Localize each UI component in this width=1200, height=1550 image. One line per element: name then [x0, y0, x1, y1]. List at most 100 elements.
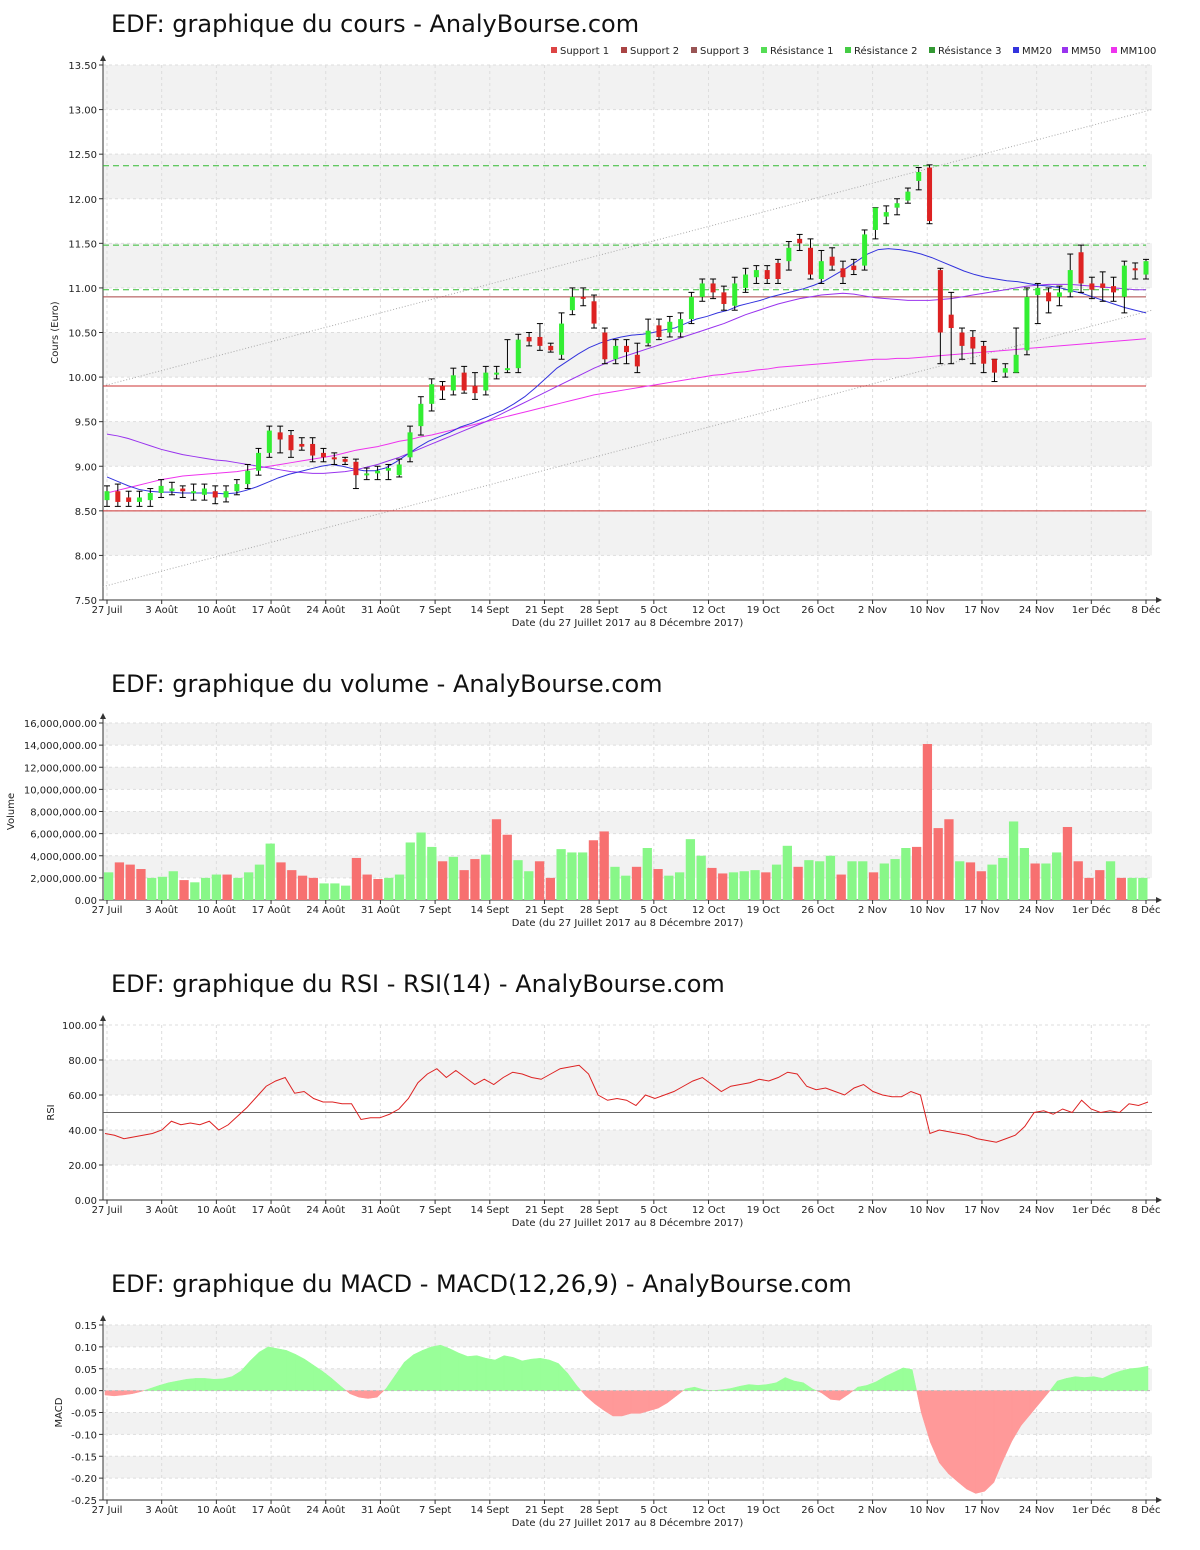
rsi-chart-title: EDF: graphique du RSI - RSI(14) - AnalyB…	[111, 970, 725, 998]
candle-body	[191, 491, 197, 494]
volume-bar	[297, 875, 308, 900]
candle-body	[1067, 270, 1073, 293]
candle-body	[872, 207, 878, 230]
y-tick-label: 14,000,000.00	[24, 741, 97, 752]
x-tick-label: 24 Août	[306, 904, 345, 916]
volume-bar	[308, 877, 318, 900]
volume-bar	[739, 871, 749, 900]
y-axis-label: Cours (Euro)	[50, 301, 61, 364]
volume-bar	[933, 828, 943, 900]
volume-bar	[319, 883, 329, 900]
volume-bar	[470, 859, 480, 900]
x-tick-label: 3 Août	[145, 904, 178, 916]
candle-body	[786, 247, 792, 262]
volume-bar	[1095, 870, 1105, 900]
x-axis-label: Date (du 27 Juillet 2017 au 8 Décembre 2…	[512, 617, 744, 629]
candle-body	[407, 432, 413, 458]
x-tick-label: 2 Nov	[858, 605, 887, 616]
x-tick-label: 2 Nov	[858, 1505, 887, 1516]
volume-bar	[588, 840, 599, 900]
x-tick-label: 10 Août	[197, 1504, 236, 1516]
volume-bar	[481, 854, 491, 900]
candle-body	[959, 332, 965, 346]
candle-body	[104, 491, 110, 501]
legend-swatch	[845, 47, 851, 53]
candle-body	[158, 485, 164, 493]
candle-body	[180, 488, 186, 492]
candle-body	[353, 461, 359, 476]
legend-label: MM50	[1071, 46, 1101, 57]
volume-bar	[125, 864, 135, 900]
grid-band	[103, 723, 1152, 746]
x-tick-label: 28 Sept	[580, 1205, 619, 1216]
y-tick-label: 10.00	[68, 373, 97, 384]
x-tick-label: 24 Août	[306, 604, 345, 616]
volume-bar	[502, 834, 512, 900]
candle-body	[970, 336, 976, 349]
y-tick-label: 0.15	[75, 1321, 97, 1332]
legend-label: MM20	[1022, 46, 1052, 57]
candle-body	[905, 191, 911, 201]
volume-bar	[427, 846, 437, 900]
x-tick-label: 27 Juil	[92, 905, 123, 916]
x-tick-label: 8 Déc	[1132, 604, 1161, 616]
volume-bar	[545, 877, 555, 900]
candle-body	[256, 452, 262, 471]
legend-swatch	[929, 47, 935, 53]
volume-bar	[771, 864, 782, 900]
legend-label: Support 2	[630, 46, 679, 57]
macd-chart-panel: EDF: graphique du MACD - MACD(12,26,9) -…	[0, 1260, 1200, 1550]
legend-swatch	[1111, 47, 1117, 53]
volume-bar	[341, 885, 351, 900]
x-tick-label: 17 Nov	[964, 1505, 1000, 1516]
x-tick-label: 1er Déc	[1072, 904, 1111, 916]
y-tick-label: 13.00	[68, 106, 97, 117]
y-tick-label: 80.00	[68, 1056, 97, 1067]
y-tick-label: -0.15	[71, 1452, 97, 1463]
candle-body	[569, 296, 575, 311]
volume-bar	[825, 855, 836, 900]
volume-bar	[642, 848, 652, 900]
rsi-chart-panel: EDF: graphique du RSI - RSI(14) - AnalyB…	[0, 960, 1200, 1250]
volume-bar	[1041, 863, 1051, 900]
x-tick-label: 12 Oct	[692, 605, 725, 616]
volume-bar	[793, 866, 803, 900]
grid-band	[103, 1456, 1152, 1479]
legend-swatch	[621, 47, 627, 53]
x-tick-label: 27 Juil	[92, 1505, 123, 1516]
volume-bar	[1084, 877, 1094, 900]
volume-bar	[190, 882, 200, 900]
y-tick-label: 0.00	[75, 1387, 97, 1398]
volume-bar	[890, 859, 900, 900]
y-tick-label: 16,000,000.00	[24, 719, 97, 730]
x-tick-label: 27 Juil	[92, 1205, 123, 1216]
x-tick-label: 19 Oct	[747, 1505, 780, 1516]
x-tick-label: 1er Déc	[1072, 1504, 1111, 1516]
candle-body	[613, 345, 619, 360]
x-tick-label: 12 Oct	[692, 1505, 725, 1516]
candle-body	[450, 375, 456, 391]
candle-body	[829, 256, 835, 266]
volume-chart-title: EDF: graphique du volume - AnalyBourse.c…	[111, 670, 663, 698]
x-tick-label: 31 Août	[361, 904, 400, 916]
mm20-line	[106, 248, 1147, 495]
trend-channel-upper	[102, 109, 1153, 387]
y-tick-label: -0.25	[71, 1496, 97, 1507]
x-tick-label: 3 Août	[145, 1204, 178, 1216]
x-tick-label: 28 Sept	[580, 905, 619, 916]
rsi-chart: 0.00 20.00 40.00 60.00 80.00 100.00 27 Juil 3 A…	[46, 1015, 1162, 1229]
x-tick-label: 5 Oct	[640, 1505, 667, 1516]
candle-body	[504, 368, 510, 371]
volume-bar	[599, 831, 609, 900]
x-axis-arrow	[1156, 1497, 1162, 1503]
volume-bar	[524, 871, 534, 900]
candle-body	[1002, 368, 1008, 373]
grid-band	[103, 855, 1152, 878]
legend-label: MM100	[1120, 46, 1156, 57]
volume-bar	[265, 843, 275, 900]
x-tick-label: 24 Nov	[1019, 1505, 1055, 1516]
price-chart: 7.50 8.00 8.50 9.00 9.50 10.00 10.50 11.00 11.50…	[50, 45, 1162, 629]
volume-bar	[200, 877, 211, 900]
x-tick-label: 14 Sept	[470, 1505, 509, 1516]
x-tick-label: 19 Oct	[747, 1205, 780, 1216]
